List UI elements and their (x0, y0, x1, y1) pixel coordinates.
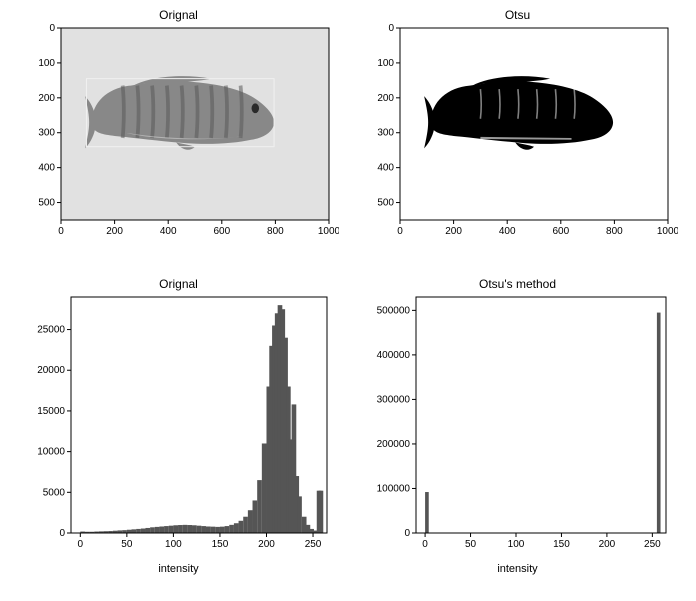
svg-text:200: 200 (377, 93, 394, 104)
svg-text:400: 400 (38, 163, 55, 174)
svg-text:400000: 400000 (376, 349, 410, 360)
svg-text:100: 100 (165, 539, 182, 550)
xlabel-bl: intensity (158, 563, 198, 575)
svg-text:0: 0 (397, 226, 403, 237)
svg-text:150: 150 (553, 539, 570, 550)
svg-text:800: 800 (267, 226, 284, 237)
svg-text:200: 200 (445, 226, 462, 237)
svg-text:25000: 25000 (37, 324, 65, 335)
panel-bottom-right: Otsu's method 0 50 100 150 200 250 0 100000 2000… (351, 277, 684, 590)
panel-top-right: Otsu 0 200 400 600 800 1000 0 100 200 300 400 500 (351, 8, 684, 257)
svg-text:400: 400 (159, 226, 176, 237)
svg-text:100: 100 (38, 58, 55, 69)
svg-text:300000: 300000 (376, 394, 410, 405)
histogram-otsu: 0 50 100 150 200 250 0 100000 200000 300000 400000… (358, 293, 678, 561)
histogram-original: 0 50 100 150 200 250 0 5000 10000 15000 20000 25000 (19, 293, 339, 561)
svg-text:50: 50 (464, 539, 476, 550)
image-otsu: 0 200 400 600 800 1000 0 100 200 300 400 500 (358, 24, 678, 242)
svg-text:250: 250 (304, 539, 321, 550)
svg-text:5000: 5000 (42, 487, 65, 498)
svg-text:50: 50 (121, 539, 133, 550)
svg-text:0: 0 (404, 528, 410, 539)
svg-text:200: 200 (38, 93, 55, 104)
svg-text:400: 400 (377, 163, 394, 174)
svg-text:500000: 500000 (376, 305, 410, 316)
svg-text:100: 100 (377, 58, 394, 69)
figure-grid: Orignal 02004006008001000010020030040050… (0, 0, 696, 601)
svg-text:200: 200 (258, 539, 275, 550)
svg-text:0: 0 (388, 24, 394, 34)
xlabel-br: intensity (497, 563, 537, 575)
svg-text:10000: 10000 (37, 446, 65, 457)
svg-text:15000: 15000 (37, 405, 65, 416)
title-tr: Otsu (505, 8, 530, 22)
title-br: Otsu's method (479, 277, 556, 291)
title-bl: Orignal (159, 277, 198, 291)
panel-top-left: Orignal 0 200 400 600 800 1000 0 100 200 300 400 50… (12, 8, 345, 257)
svg-text:1000: 1000 (317, 226, 338, 237)
svg-text:600: 600 (552, 226, 569, 237)
svg-text:600: 600 (213, 226, 230, 237)
svg-text:0: 0 (59, 528, 65, 539)
svg-text:0: 0 (49, 24, 55, 34)
svg-text:0: 0 (58, 226, 64, 237)
svg-text:100000: 100000 (376, 483, 410, 494)
svg-text:500: 500 (377, 198, 394, 209)
svg-text:300: 300 (377, 128, 394, 139)
svg-text:800: 800 (606, 226, 623, 237)
svg-text:500: 500 (38, 198, 55, 209)
title-tl: Orignal (159, 8, 198, 22)
svg-text:400: 400 (498, 226, 515, 237)
svg-text:100: 100 (507, 539, 524, 550)
svg-text:150: 150 (211, 539, 228, 550)
svg-text:1000: 1000 (656, 226, 677, 237)
svg-text:0: 0 (422, 539, 428, 550)
panel-bottom-left: Orignal 0 50 100 150 200 250 0 5000 10000 15000 20… (12, 277, 345, 590)
svg-text:200: 200 (598, 539, 615, 550)
svg-text:20000: 20000 (37, 365, 65, 376)
svg-text:200000: 200000 (376, 438, 410, 449)
svg-text:300: 300 (38, 128, 55, 139)
svg-text:0: 0 (77, 539, 83, 550)
image-original: 0 200 400 600 800 1000 0 100 200 300 400 500 (19, 24, 339, 242)
svg-text:200: 200 (106, 226, 123, 237)
svg-text:250: 250 (644, 539, 661, 550)
